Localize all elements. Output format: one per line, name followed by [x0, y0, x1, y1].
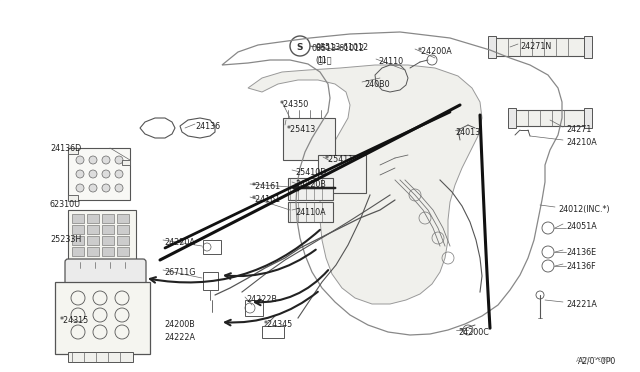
Text: 08513-61012: 08513-61012: [315, 43, 368, 52]
Bar: [87, 214, 99, 223]
Bar: [488, 36, 496, 58]
Text: 24221A: 24221A: [566, 300, 597, 309]
Text: 25410D: 25410D: [295, 168, 326, 177]
Text: 24210A: 24210A: [566, 138, 596, 147]
Text: (1): (1): [315, 56, 326, 65]
Circle shape: [115, 184, 123, 192]
Circle shape: [102, 184, 110, 192]
Text: A2/0^0P0: A2/0^0P0: [578, 356, 616, 365]
Bar: [288, 178, 333, 200]
Bar: [68, 352, 133, 362]
Bar: [245, 300, 263, 316]
Bar: [102, 236, 114, 245]
FancyBboxPatch shape: [65, 259, 146, 310]
Text: 240B0: 240B0: [364, 80, 390, 89]
Text: *24350: *24350: [280, 100, 309, 109]
Text: *25411: *25411: [325, 155, 355, 164]
Bar: [510, 110, 585, 126]
Text: 24013: 24013: [455, 128, 480, 137]
Bar: [87, 236, 99, 245]
Text: 24222A: 24222A: [164, 333, 195, 342]
Bar: [102, 247, 114, 256]
Bar: [203, 240, 221, 254]
Bar: [262, 326, 284, 338]
Bar: [72, 225, 84, 234]
Text: *24315: *24315: [60, 316, 89, 325]
Text: 24271: 24271: [566, 125, 591, 134]
Text: 24200C: 24200C: [458, 328, 489, 337]
Text: 24136D: 24136D: [50, 144, 81, 153]
Bar: [122, 160, 130, 165]
Text: 24051A: 24051A: [566, 222, 596, 231]
Bar: [68, 148, 78, 154]
Text: *25413: *25413: [287, 125, 316, 134]
Text: 26711G: 26711G: [164, 268, 195, 277]
Bar: [490, 38, 585, 56]
Circle shape: [102, 170, 110, 178]
Text: 24136F: 24136F: [566, 262, 596, 271]
Text: A2/0^0P0: A2/0^0P0: [576, 357, 612, 363]
Bar: [117, 236, 129, 245]
Circle shape: [115, 170, 123, 178]
Bar: [87, 225, 99, 234]
Bar: [283, 118, 335, 160]
Bar: [68, 148, 130, 200]
Bar: [68, 195, 78, 201]
Polygon shape: [248, 65, 482, 304]
Bar: [318, 155, 366, 193]
Bar: [55, 282, 150, 354]
Bar: [72, 247, 84, 256]
Bar: [72, 214, 84, 223]
Text: S: S: [297, 42, 303, 51]
Bar: [102, 214, 114, 223]
Text: 24200B: 24200B: [164, 320, 195, 329]
Text: *24200A: *24200A: [418, 47, 452, 56]
Text: 24136E: 24136E: [566, 248, 596, 257]
Bar: [584, 108, 592, 128]
Text: （1）: （1）: [318, 55, 333, 64]
Circle shape: [76, 170, 84, 178]
Text: *24345: *24345: [264, 320, 293, 329]
Text: 25233H: 25233H: [50, 235, 81, 244]
Circle shape: [89, 156, 97, 164]
Text: 24110: 24110: [378, 57, 403, 66]
Circle shape: [102, 156, 110, 164]
Bar: [68, 210, 136, 262]
Circle shape: [76, 184, 84, 192]
Circle shape: [89, 170, 97, 178]
Bar: [72, 236, 84, 245]
Bar: [117, 247, 129, 256]
Text: 62310U: 62310U: [50, 200, 81, 209]
Text: 24012(INC.*): 24012(INC.*): [558, 205, 610, 214]
Bar: [508, 108, 516, 128]
Bar: [117, 225, 129, 234]
Text: 24110A: 24110A: [295, 208, 326, 217]
Bar: [117, 214, 129, 223]
Bar: [584, 36, 592, 58]
Circle shape: [76, 156, 84, 164]
Bar: [203, 272, 218, 290]
Text: 24271N: 24271N: [520, 42, 551, 51]
Text: 24136: 24136: [195, 122, 220, 131]
Text: *24161: *24161: [252, 182, 281, 191]
Circle shape: [115, 156, 123, 164]
Bar: [102, 225, 114, 234]
Text: 24220A: 24220A: [164, 238, 195, 247]
Text: 24222B: 24222B: [246, 295, 277, 304]
Bar: [87, 247, 99, 256]
Text: 24220B: 24220B: [295, 180, 326, 189]
Text: *24161: *24161: [252, 195, 281, 204]
Bar: [288, 202, 333, 222]
Circle shape: [89, 184, 97, 192]
Text: 08513-61012: 08513-61012: [312, 44, 365, 53]
